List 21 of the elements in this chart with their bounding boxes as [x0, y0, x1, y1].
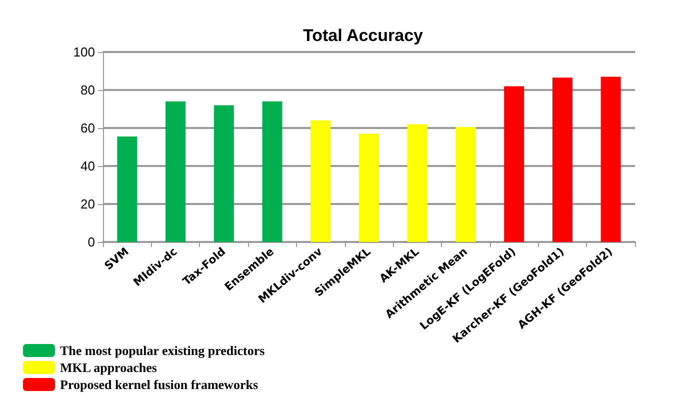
- bar: [456, 127, 476, 242]
- bar: [552, 78, 572, 242]
- legend-label: MKL approaches: [60, 360, 157, 375]
- y-tick-label: 20: [80, 196, 95, 212]
- y-tick-label: 40: [80, 158, 95, 174]
- legend-label: Proposed kernel fusion frameworks: [60, 377, 258, 392]
- bar: [262, 101, 282, 242]
- legend-label: The most popular existing predictors: [60, 343, 265, 358]
- bar: [166, 101, 186, 242]
- bar: [504, 86, 524, 242]
- bar: [359, 134, 379, 242]
- y-tick-label: 80: [80, 82, 95, 98]
- bar: [117, 136, 138, 242]
- y-tick-label: 100: [73, 44, 95, 60]
- bar: [407, 124, 428, 242]
- chart-title: Total Accuracy: [303, 26, 424, 45]
- y-tick-label: 60: [80, 120, 95, 136]
- bar: [600, 76, 621, 242]
- bar: [214, 105, 234, 242]
- bar: [310, 120, 331, 242]
- y-tick-label: 0: [88, 234, 95, 250]
